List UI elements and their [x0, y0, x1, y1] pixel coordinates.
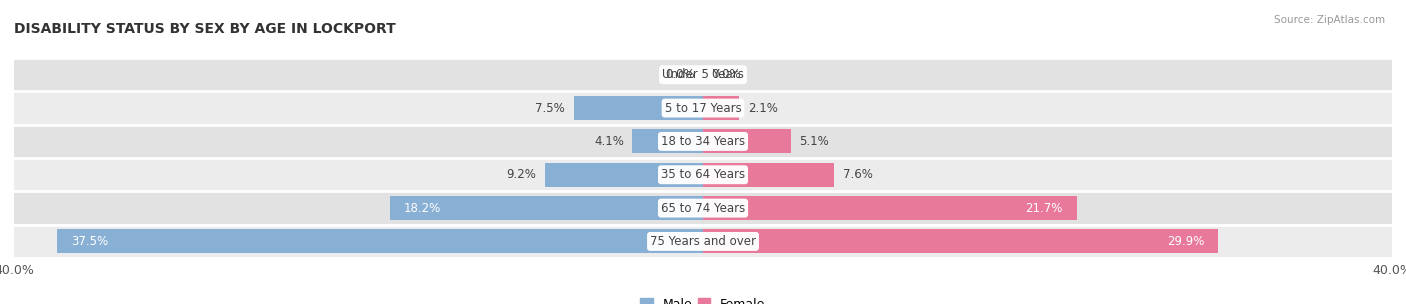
Text: 7.5%: 7.5%: [536, 102, 565, 115]
Text: 35 to 64 Years: 35 to 64 Years: [661, 168, 745, 181]
Text: 21.7%: 21.7%: [1025, 202, 1063, 215]
Bar: [14, 158, 703, 191]
Bar: [703, 125, 1392, 158]
Text: DISABILITY STATUS BY SEX BY AGE IN LOCKPORT: DISABILITY STATUS BY SEX BY AGE IN LOCKP…: [14, 22, 396, 36]
Text: Source: ZipAtlas.com: Source: ZipAtlas.com: [1274, 15, 1385, 25]
Bar: [703, 130, 790, 154]
Bar: [14, 225, 703, 258]
Text: 5.1%: 5.1%: [800, 135, 830, 148]
Text: 75 Years and over: 75 Years and over: [650, 235, 756, 248]
Text: 0.0%: 0.0%: [711, 68, 741, 81]
Bar: [389, 196, 703, 220]
Bar: [14, 192, 703, 224]
Text: 9.2%: 9.2%: [506, 168, 536, 181]
Bar: [544, 163, 703, 187]
Text: Under 5 Years: Under 5 Years: [662, 68, 744, 81]
Text: 29.9%: 29.9%: [1167, 235, 1204, 248]
Text: 5 to 17 Years: 5 to 17 Years: [665, 102, 741, 115]
Bar: [703, 230, 1218, 254]
Bar: [633, 130, 703, 154]
Text: 18 to 34 Years: 18 to 34 Years: [661, 135, 745, 148]
Text: 18.2%: 18.2%: [404, 202, 440, 215]
Bar: [703, 192, 1392, 224]
Bar: [574, 96, 703, 120]
Bar: [14, 125, 703, 158]
Bar: [703, 163, 834, 187]
Bar: [58, 230, 703, 254]
Bar: [703, 225, 1392, 258]
Legend: Male, Female: Male, Female: [638, 295, 768, 304]
Bar: [703, 96, 740, 120]
Bar: [703, 158, 1392, 191]
Bar: [703, 92, 1392, 124]
Bar: [703, 58, 1392, 91]
Text: 4.1%: 4.1%: [593, 135, 624, 148]
Text: 2.1%: 2.1%: [748, 102, 778, 115]
Text: 37.5%: 37.5%: [70, 235, 108, 248]
Bar: [14, 58, 703, 91]
Text: 0.0%: 0.0%: [665, 68, 695, 81]
Text: 65 to 74 Years: 65 to 74 Years: [661, 202, 745, 215]
Bar: [703, 196, 1077, 220]
Text: 7.6%: 7.6%: [842, 168, 872, 181]
Bar: [14, 92, 703, 124]
